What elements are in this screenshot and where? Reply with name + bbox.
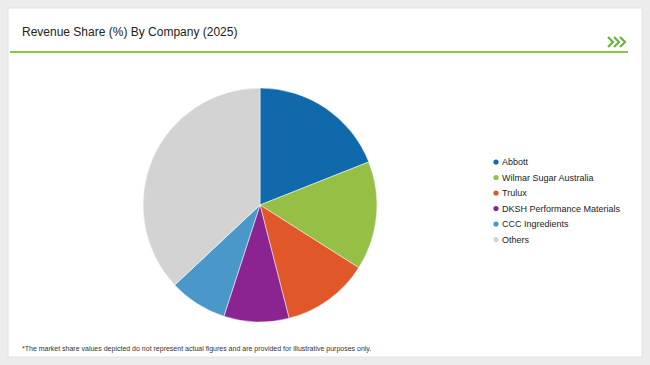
legend-label: CCC Ingredients <box>502 219 569 229</box>
pie-slice <box>143 88 260 285</box>
legend-swatch <box>493 190 498 195</box>
legend-item: Wilmar Sugar Australia <box>493 173 593 183</box>
legend-item: Abbott <box>493 157 528 167</box>
legend-item: Others <box>493 235 529 245</box>
legend-swatch <box>493 221 498 226</box>
chevron <box>620 37 625 47</box>
legend-label: Wilmar Sugar Australia <box>502 173 594 183</box>
chevron <box>608 37 613 47</box>
legend-label: Trulux <box>502 188 527 198</box>
legend-swatch <box>493 237 498 242</box>
chevron <box>614 37 619 47</box>
legend-label: Others <box>502 235 530 245</box>
legend-item: DKSH Performance Materials <box>493 204 620 214</box>
footnote: *The market share values depicted do not… <box>22 345 371 353</box>
title: Revenue Share (%) By Company (2025) <box>22 25 237 39</box>
chart-root: Revenue Share (%) By Company (2025) Abbot… <box>0 0 650 365</box>
legend-item: CCC Ingredients <box>493 219 569 229</box>
chevron-icon <box>608 37 625 47</box>
legend: Abbott Wilmar Sugar Australia Trulux DKSH P… <box>493 157 620 245</box>
header-rule <box>10 51 628 53</box>
legend-label: DKSH Performance Materials <box>502 204 621 214</box>
card <box>8 8 642 357</box>
legend-swatch <box>493 175 498 180</box>
legend-swatch <box>493 206 498 211</box>
pie <box>143 88 377 322</box>
legend-item: Trulux <box>493 188 527 198</box>
legend-swatch <box>493 159 498 164</box>
legend-label: Abbott <box>502 157 529 167</box>
